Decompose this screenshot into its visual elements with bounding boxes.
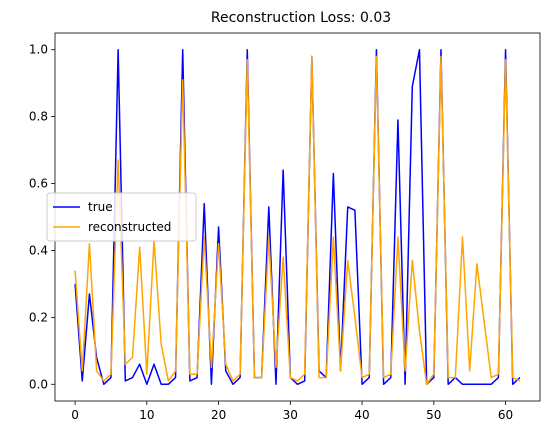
- x-tick-label: 30: [283, 408, 298, 422]
- x-tick-label: 20: [211, 408, 226, 422]
- x-tick-label: 10: [139, 408, 154, 422]
- x-tick-label: 0: [71, 408, 79, 422]
- y-tick-label: 0.8: [29, 110, 48, 124]
- legend-label-reconstructed: reconstructed: [88, 220, 171, 234]
- y-tick-label: 0.4: [29, 243, 48, 257]
- y-tick-label: 0.0: [29, 377, 48, 391]
- axis-ticks: 0 10 20 30 40 50 60 0.0 0.2 0.4 0.6 0.8 1.0: [29, 43, 513, 422]
- x-tick-label: 60: [498, 408, 513, 422]
- x-tick-label: 50: [426, 408, 441, 422]
- y-tick-label: 0.6: [29, 177, 48, 191]
- y-tick-label: 0.2: [29, 310, 48, 324]
- legend-box: [46, 192, 197, 242]
- legend: true reconstructed: [46, 192, 197, 242]
- chart-title: Reconstruction Loss: 0.03: [211, 10, 391, 26]
- series-layer: [74, 48, 521, 386]
- x-tick-label: 40: [354, 408, 369, 422]
- series-line-reconstructed: [74, 55, 521, 386]
- legend-label-true: true: [88, 200, 113, 214]
- y-tick-label: 1.0: [29, 43, 48, 57]
